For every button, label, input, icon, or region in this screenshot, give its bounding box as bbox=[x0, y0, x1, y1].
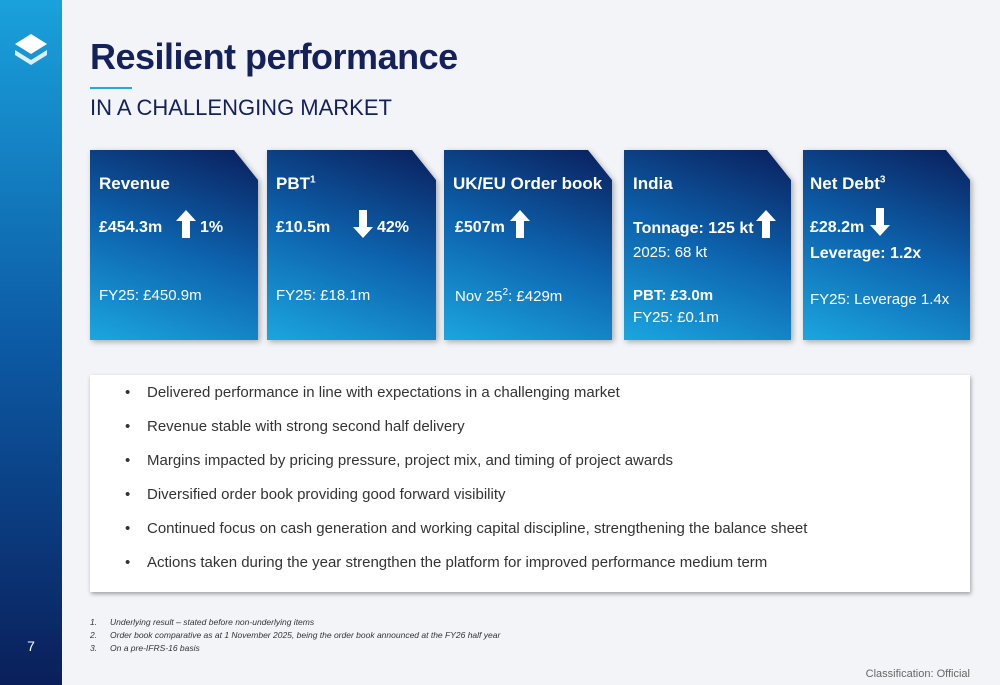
card-title: UK/EU Order book bbox=[453, 174, 603, 193]
up-arrow bbox=[756, 210, 776, 238]
title-text: Net Debt bbox=[810, 174, 880, 193]
footnote-text: Order book comparative as at 1 November … bbox=[110, 630, 501, 640]
footnote-ref: 1 bbox=[310, 174, 316, 186]
footnote-number: 3. bbox=[90, 643, 98, 653]
bullet-box: Delivered performance in line with expec… bbox=[90, 375, 970, 592]
bullet: Revenue stable with strong second half d… bbox=[125, 416, 970, 450]
comparison-value: : £429m bbox=[508, 288, 563, 305]
footnotes: 1. Underlying result – stated before non-… bbox=[90, 617, 500, 656]
logo bbox=[15, 34, 47, 65]
card-title: Net Debt3 bbox=[810, 174, 885, 194]
card-comparison: Nov 252: £429m bbox=[455, 287, 562, 305]
card-leverage: Leverage: 1.2x bbox=[810, 245, 922, 262]
comparison-label: Nov 25 bbox=[455, 288, 503, 305]
card-comparison: FY25: £450.9m bbox=[99, 287, 202, 304]
footnote-text: On a pre-IFRS-16 basis bbox=[110, 643, 200, 653]
card: Revenue £454.3m 1% FY25: £450.9m bbox=[90, 150, 258, 340]
footnote: 1. Underlying result – stated before non-… bbox=[90, 617, 500, 630]
classification: Classification: Official bbox=[865, 668, 970, 680]
card-title: PBT1 bbox=[276, 174, 316, 194]
card-value: £10.5m bbox=[276, 219, 331, 236]
card-title: Revenue bbox=[99, 174, 170, 193]
card-value: Tonnage: 125 kt bbox=[633, 220, 754, 237]
title-rule bbox=[90, 87, 132, 89]
footnote: 2. Order book comparative as at 1 Novembe… bbox=[90, 630, 500, 643]
card-profit: PBT: £3.0m bbox=[633, 287, 714, 304]
up-arrow bbox=[510, 210, 530, 238]
card-value: £28.2m bbox=[810, 219, 865, 236]
card: UK/EU Order book £507m Nov 252: £429m bbox=[444, 150, 612, 340]
card: India Tonnage: 125 kt 2025: 68 kt PBT: £… bbox=[624, 150, 791, 340]
footnote-ref: 3 bbox=[879, 174, 886, 186]
card-value-comparison: 2025: 68 kt bbox=[633, 244, 708, 261]
card-comparison: FY25: £18.1m bbox=[276, 287, 371, 304]
card-change: 1% bbox=[200, 219, 224, 236]
footnote-number: 1. bbox=[90, 617, 98, 627]
bullet: Margins impacted by pricing pressure, pr… bbox=[125, 450, 970, 484]
card-title: India bbox=[633, 174, 673, 193]
bullet: Delivered performance in line with expec… bbox=[125, 382, 970, 416]
bullet: Diversified order book providing good fo… bbox=[125, 484, 970, 518]
card: PBT1 £10.5m 42% FY25: £18.1m bbox=[267, 150, 436, 340]
footnote: 3. On a pre-IFRS-16 basis bbox=[90, 643, 500, 656]
footnote-number: 2. bbox=[90, 630, 98, 640]
card-comparison: FY25: Leverage 1.4x bbox=[810, 291, 950, 308]
card-value: £454.3m bbox=[99, 219, 163, 236]
sidebar: 7 bbox=[0, 0, 62, 685]
card-value: £507m bbox=[455, 219, 505, 236]
down-arrow bbox=[870, 208, 890, 236]
footnote-ref: 2 bbox=[502, 287, 509, 298]
up-arrow bbox=[176, 210, 196, 238]
bullet: Actions taken during the year strengthen… bbox=[125, 552, 970, 586]
bullet: Continued focus on cash generation and w… bbox=[125, 518, 970, 552]
title-text: PBT bbox=[276, 174, 310, 193]
title: Resilient performance bbox=[90, 36, 458, 77]
subtitle: IN A CHALLENGING MARKET bbox=[90, 95, 392, 120]
card-change: 42% bbox=[377, 219, 410, 236]
page-number: 7 bbox=[27, 638, 35, 654]
card: Net Debt3 £28.2m Leverage: 1.2x FY25: Le… bbox=[803, 150, 970, 340]
card-comparison: FY25: £0.1m bbox=[633, 309, 719, 326]
footnote-text: Underlying result – stated before non-un… bbox=[110, 617, 315, 627]
down-arrow bbox=[353, 210, 373, 238]
